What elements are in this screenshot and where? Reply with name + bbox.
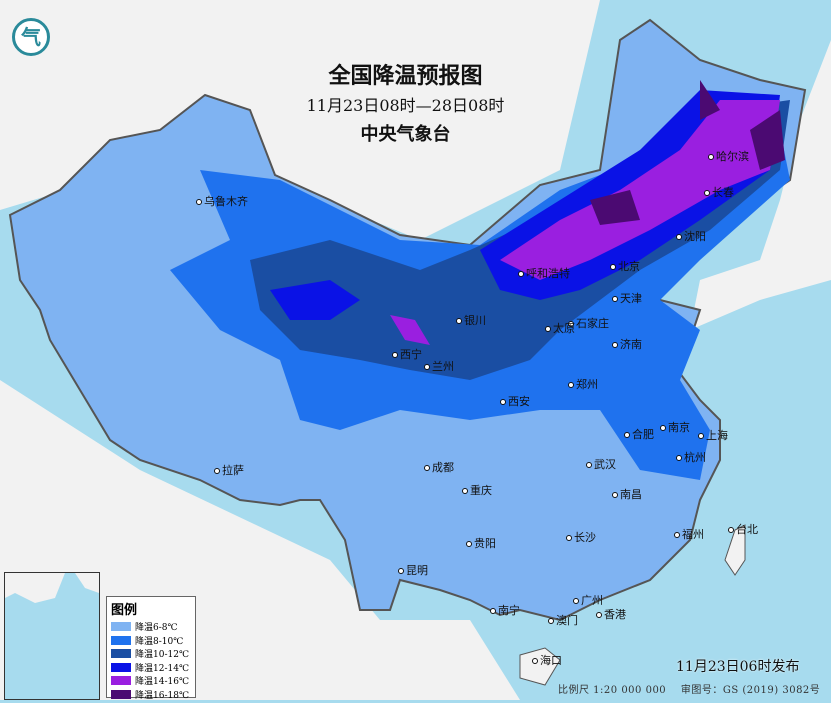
city-label: 乌鲁木齐	[196, 193, 248, 209]
inset-map	[5, 573, 99, 603]
map-title: 全国降温预报图	[328, 64, 483, 89]
city-label: 昆明	[398, 562, 428, 578]
city-label: 石家庄	[568, 315, 609, 331]
legend-item: 降温12-14℃	[111, 661, 191, 675]
legend-swatch	[111, 635, 131, 645]
legend-label: 降温16-18℃	[135, 690, 190, 701]
city-label: 武汉	[586, 456, 616, 472]
issuer: 中央气象台	[360, 124, 451, 145]
legend-item: 降温8-10℃	[111, 634, 191, 648]
city-label: 成都	[424, 459, 454, 475]
city-label: 上海	[698, 427, 728, 443]
city-label: 太原	[545, 320, 575, 336]
city-label: 台北	[728, 521, 758, 537]
legend-label: 降温8-10℃	[135, 636, 184, 647]
cooling-14-16	[390, 100, 780, 345]
city-label: 银川	[456, 312, 486, 328]
legend-label: 降温10-12℃	[135, 650, 190, 661]
city-label: 天津	[612, 290, 642, 306]
map-number: 审图号：GS (2019) 3082号	[680, 685, 821, 696]
legend-swatch	[111, 649, 131, 659]
city-label: 北京	[610, 258, 640, 274]
city-label: 拉萨	[214, 462, 244, 478]
city-label: 福州	[674, 526, 704, 542]
city-label: 呼和浩特	[518, 265, 570, 281]
city-label: 杭州	[676, 449, 706, 465]
cooling-16-18	[590, 80, 785, 225]
city-label: 合肥	[624, 426, 654, 442]
legend-item: 降温10-12℃	[111, 647, 191, 661]
city-label: 济南	[612, 336, 642, 352]
city-label: 海口	[532, 652, 562, 668]
legend-swatch	[111, 622, 131, 632]
city-label: 长春	[704, 184, 734, 200]
legend-title: 图例	[111, 603, 138, 618]
city-label: 兰州	[424, 358, 454, 374]
city-label: 重庆	[462, 482, 492, 498]
city-label: 南宁	[490, 602, 520, 618]
forecast-period: 11月23日08时—28日08时	[306, 96, 505, 115]
city-label: 西安	[500, 393, 530, 409]
city-label: 贵阳	[466, 535, 496, 551]
legend-label: 降温12-14℃	[135, 663, 190, 674]
legend: 图例 降温6-8℃ 降温8-10℃ 降温10-12℃ 降温12-14℃ 降温14…	[106, 596, 196, 701]
city-label: 西宁	[392, 346, 422, 362]
legend-item: 降温16-18℃	[111, 688, 191, 702]
legend-swatch	[111, 662, 131, 672]
legend-swatch	[111, 689, 131, 699]
issue-time: 11月23日06时发布	[676, 659, 800, 675]
city-label: 哈尔滨	[708, 148, 749, 164]
city-label: 南昌	[612, 486, 642, 502]
legend-label: 降温14-16℃	[135, 677, 190, 688]
legend-swatch	[111, 676, 131, 686]
scale-and-map-number: 比例尺 1:20 000 000 审图号：GS (2019) 3082号	[558, 681, 820, 696]
city-label: 南京	[660, 419, 690, 435]
cma-logo: 气	[12, 18, 50, 56]
south-china-sea-inset	[4, 572, 100, 700]
legend-label: 降温6-8℃	[135, 623, 178, 634]
city-label: 香港	[596, 606, 626, 622]
cooling-12-14	[270, 90, 780, 320]
city-label: 郑州	[568, 376, 598, 392]
legend-item: 降温14-16℃	[111, 674, 191, 688]
city-label: 澳门	[548, 612, 578, 628]
city-label: 沈阳	[676, 228, 706, 244]
city-label: 长沙	[566, 529, 596, 545]
city-label: 广州	[573, 592, 603, 608]
legend-item: 降温6-8℃	[111, 620, 191, 634]
scale: 比例尺 1:20 000 000	[558, 685, 667, 696]
